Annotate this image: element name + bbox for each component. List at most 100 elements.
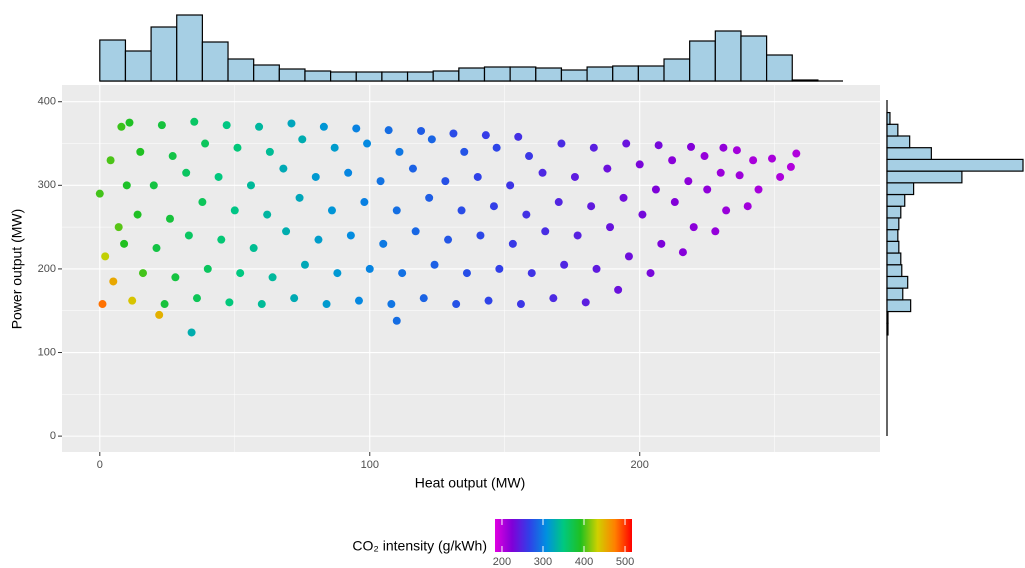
point (398, 269, 407, 278)
point (392, 206, 401, 215)
point (619, 193, 628, 202)
point (290, 294, 299, 303)
histogram-bar (227, 58, 255, 82)
histogram-bar (886, 240, 900, 254)
point (187, 328, 196, 337)
point (427, 135, 436, 144)
histogram-bar (176, 14, 203, 82)
point (408, 164, 417, 173)
histogram-bar (406, 71, 434, 82)
point (514, 132, 523, 141)
point (354, 296, 363, 305)
x-axis-title: Heat output (MW) (415, 475, 525, 491)
point (282, 227, 291, 236)
point (541, 227, 550, 236)
histogram-bar (381, 71, 409, 82)
point (419, 294, 428, 303)
histogram-bar (278, 68, 306, 82)
y-tick-label: 400 (38, 96, 56, 108)
point (786, 162, 795, 171)
point (263, 210, 272, 219)
point (109, 277, 118, 286)
y-tick-label: 300 (38, 179, 56, 191)
point (549, 294, 558, 303)
point (473, 172, 482, 181)
point (462, 269, 471, 278)
point (484, 296, 493, 305)
point (670, 198, 679, 207)
histogram-bar (886, 287, 904, 301)
point (703, 185, 712, 194)
point (379, 239, 388, 248)
point (678, 248, 687, 257)
point (716, 168, 725, 177)
y-tick-label: 200 (38, 263, 56, 275)
histogram-bar (886, 275, 909, 289)
point (322, 300, 331, 309)
point (214, 172, 223, 181)
histogram-bar (886, 299, 912, 313)
point (203, 264, 212, 273)
point (192, 294, 201, 303)
point (492, 143, 501, 152)
point (516, 300, 525, 309)
point (168, 152, 177, 161)
point (657, 239, 666, 248)
point (525, 152, 534, 161)
point (527, 269, 536, 278)
histogram-bar (886, 135, 911, 149)
x-tick-label: 200 (631, 459, 649, 471)
point (792, 149, 801, 158)
histogram-bar (886, 310, 889, 324)
point (265, 147, 274, 156)
point (136, 147, 145, 156)
point (768, 154, 777, 163)
histogram-bar (253, 64, 280, 82)
point (441, 177, 450, 186)
histogram-bar (886, 322, 889, 336)
histogram-bar (714, 30, 742, 82)
point (622, 139, 631, 148)
histogram-bar (560, 69, 588, 82)
point (743, 202, 752, 211)
point (327, 206, 336, 215)
point (346, 231, 355, 240)
point (508, 239, 517, 248)
histogram-bar (886, 158, 1024, 172)
point (754, 185, 763, 194)
histogram-bar (886, 147, 932, 161)
point (506, 181, 515, 190)
point (392, 316, 401, 325)
point (635, 160, 644, 169)
histogram-bar (886, 182, 915, 196)
point (344, 168, 353, 177)
point (98, 300, 107, 309)
point (700, 152, 709, 161)
point (560, 260, 569, 269)
x-tick-label: 0 (97, 459, 103, 471)
point (417, 126, 426, 135)
point (614, 285, 623, 294)
point (654, 141, 663, 150)
colorbar-tick-label: 200 (493, 556, 511, 568)
point (460, 147, 469, 156)
point (246, 181, 255, 190)
point (257, 300, 266, 309)
point (554, 198, 563, 207)
point (722, 206, 731, 215)
point (128, 296, 137, 305)
point (711, 227, 720, 236)
point (668, 156, 677, 165)
histogram-bar (886, 193, 906, 207)
y-axis-title: Power output (MW) (9, 209, 25, 330)
point (198, 198, 207, 207)
point (570, 172, 579, 181)
x-tick-label: 100 (361, 459, 379, 471)
point (311, 172, 320, 181)
histogram-bar (201, 41, 229, 82)
point (449, 129, 458, 138)
histogram-bar (458, 67, 486, 82)
colorbar (495, 519, 632, 552)
histogram-bar (886, 252, 902, 266)
